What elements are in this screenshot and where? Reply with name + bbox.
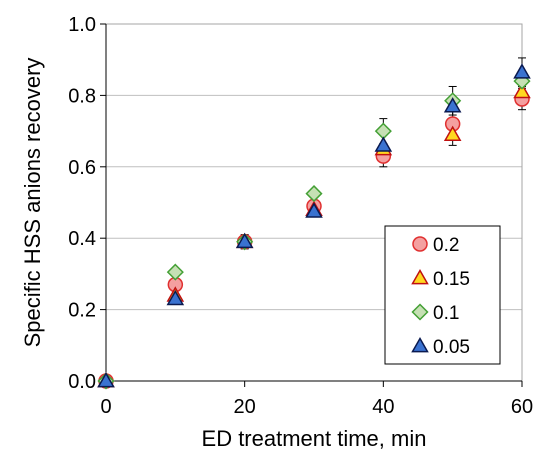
x-tick-label: 0 [100,396,111,418]
y-tick-label: 0.0 [68,371,96,393]
legend-marker [411,303,429,321]
data-point [235,232,254,249]
data-markers [97,63,531,390]
data-point [305,202,323,218]
y-tick-label: 0.2 [68,300,96,322]
legend-label: 0.15 [433,269,470,290]
x-tick-label: 40 [372,396,394,418]
legend-box [384,225,501,365]
data-point [513,82,531,99]
data-point [374,122,392,140]
y-axis-label: Specific HSS anions recovery [20,58,45,348]
y-tick-label: 0.8 [68,85,96,107]
data-point [166,263,184,281]
x-tick-label: 20 [234,396,256,418]
legend: 0.2 0.15 0.1 0.05 [384,225,501,365]
y-tick-label: 0.4 [68,228,96,250]
data-point [305,185,323,203]
legend-label: 0.05 [433,337,470,358]
legend-marker [411,268,429,285]
data-point [166,289,185,306]
y-tick-label: 0.6 [68,157,96,179]
data-point [374,136,393,152]
legend-label: 0.1 [433,303,459,324]
legend-marker [411,336,429,353]
data-point [513,63,531,79]
data-point [443,125,462,142]
legend-label: 0.2 [433,235,459,256]
data-point [443,97,462,113]
legend-marker [412,236,428,252]
legend-items: 0.2 0.15 0.1 0.05 [411,235,470,358]
tick-labels: 0.0 0.2 0.4 0.6 0.8 1.0 0 20 40 60 [68,14,533,418]
data-point [97,371,115,388]
x-tick-label: 60 [511,396,533,418]
x-axis-label: ED treatment time, min [202,426,427,451]
y-tick-label: 1.0 [68,14,96,36]
